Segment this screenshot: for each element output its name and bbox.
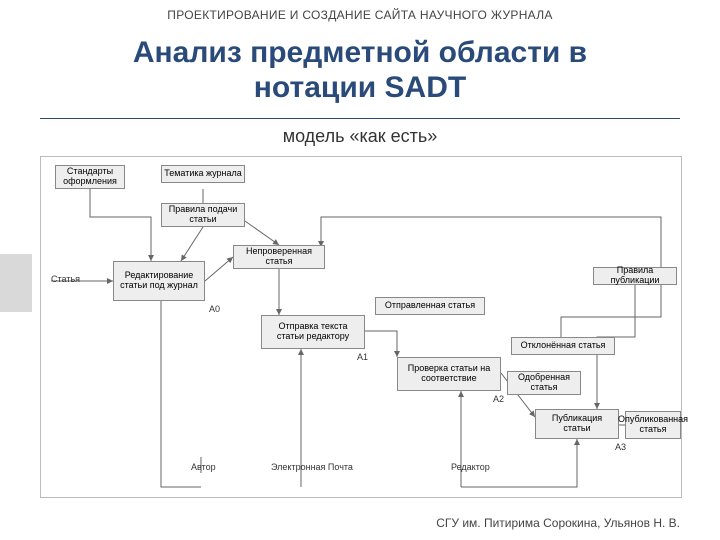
edge: [90, 189, 151, 261]
diagram-label: A1: [357, 353, 368, 363]
edge: [365, 331, 397, 357]
node-check: Проверка статьи на соответствие: [397, 357, 501, 391]
node-pubrules: Правила публикации: [593, 267, 677, 285]
node-done: Опубликованная статья: [625, 411, 681, 439]
node-pub: Публикация статьи: [535, 409, 619, 439]
diagram-label: Автор: [191, 463, 216, 473]
diagram-label: A2: [493, 395, 504, 405]
edge: [161, 301, 201, 487]
title-line2: нотации SADT: [254, 71, 466, 104]
node-send: Отправка текста статьи редактору: [261, 315, 365, 349]
edge: [245, 221, 279, 245]
sadt-diagram: Стандарты оформления Тематика журнала Прав…: [40, 156, 682, 498]
node-stds: Стандарты оформления: [55, 165, 125, 189]
node-unchk: Непроверенная статья: [233, 245, 325, 269]
edge: [321, 217, 661, 355]
diagram-label: Электронная Почта: [271, 463, 353, 473]
header-small: ПРОЕКТИРОВАНИЕ И СОЗДАНИЕ САЙТА НАУЧНОГО…: [0, 8, 720, 22]
page-title: Анализ предметной области в нотации SADT: [0, 36, 720, 105]
diagram-label: Редактор: [451, 463, 490, 473]
node-appr: Одобренная статья: [507, 371, 581, 395]
title-rule: [40, 118, 680, 119]
edge: [181, 227, 203, 261]
edge: [205, 257, 233, 281]
subtitle: модель «как есть»: [0, 126, 720, 147]
node-edit: Редактирование статьи под журнал: [113, 261, 205, 301]
node-rej: Отклонённая статья: [511, 337, 615, 355]
diagram-label: A3: [615, 443, 626, 453]
footer: СГУ им. Питирима Сорокина, Ульянов Н. В.: [436, 516, 680, 530]
node-theme: Тематика журнала: [161, 165, 245, 183]
title-line1: Анализ предметной области в: [133, 36, 587, 69]
diagram-label: Статья: [51, 275, 80, 285]
decorative-bar: [0, 254, 32, 312]
node-sent: Отправленная статья: [375, 297, 485, 315]
node-rules: Правила подачи статьи: [161, 203, 245, 227]
diagram-label: A0: [209, 305, 220, 315]
